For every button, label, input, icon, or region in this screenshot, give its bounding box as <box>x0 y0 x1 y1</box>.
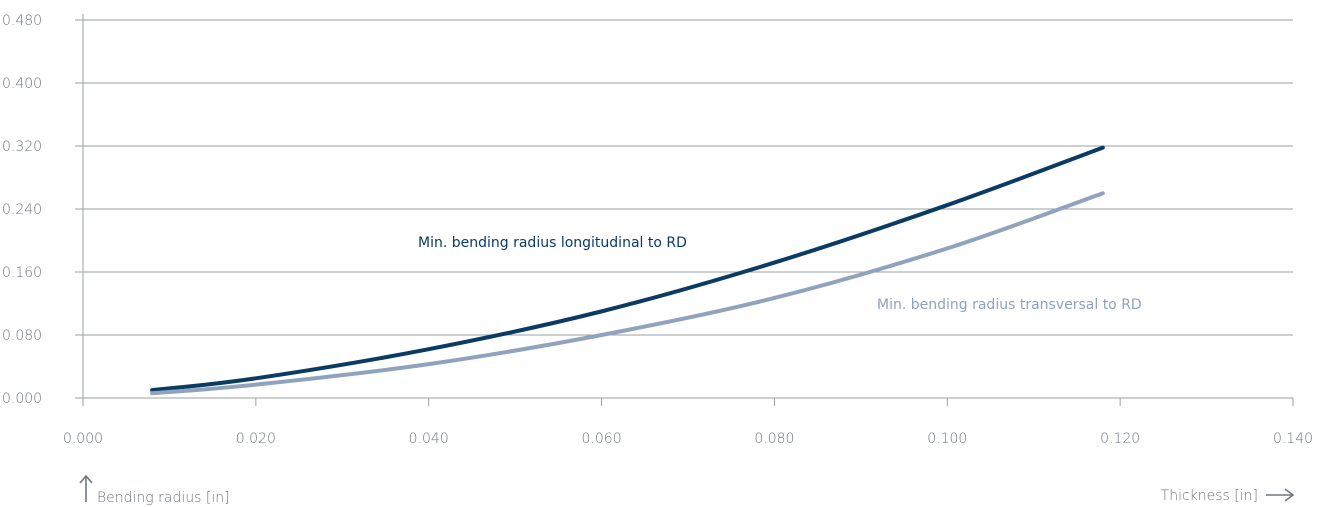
series-line-transversal <box>150 191 1105 396</box>
y-tick-label: 0.080 <box>2 328 42 344</box>
x-tick-label: 0.080 <box>754 431 794 447</box>
x-tick-label: 0.140 <box>1273 431 1313 447</box>
right-arrow-head-icon <box>1284 488 1295 502</box>
series-label-longitudinal: Min. bending radius longitudinal to RD <box>418 235 687 251</box>
up-arrow-head-icon <box>79 474 93 484</box>
y-tick-label: 0.400 <box>2 76 42 92</box>
grid-lines <box>75 19 1294 406</box>
y-tick-label: 0.240 <box>2 202 42 218</box>
x-tick-label: 0.060 <box>582 431 622 447</box>
y-axis-label: Bending radius [in] <box>97 490 230 506</box>
axes <box>75 14 1293 406</box>
x-tick-labels: 0.000 0.020 0.040 0.060 0.080 0.100 0.120 0.140 <box>63 431 1313 447</box>
x-tick-label: 0.000 <box>63 431 103 447</box>
y-tick-label: 0.320 <box>2 139 42 155</box>
y-tick-label: 0.480 <box>2 13 42 29</box>
series-label-transversal: Min. bending radius transversal to RD <box>877 297 1142 313</box>
x-axis-caption: Thickness [in] <box>1161 488 1295 504</box>
y-tick-label: 0.160 <box>2 265 42 281</box>
y-tick-label: 0.000 <box>2 391 42 407</box>
x-tick-label: 0.040 <box>409 431 449 447</box>
y-axis-caption: Bending radius [in] <box>79 474 230 506</box>
y-tick-labels: 0.000 0.080 0.160 0.240 0.320 0.400 0.480 <box>2 13 42 407</box>
series-lines <box>150 145 1105 396</box>
series-line-longitudinal <box>150 145 1105 393</box>
x-tick-label: 0.020 <box>236 431 276 447</box>
x-tick-label: 0.100 <box>927 431 967 447</box>
x-tick-label: 0.120 <box>1100 431 1140 447</box>
series-labels: Min. bending radius longitudinal to RD M… <box>418 235 1142 313</box>
x-axis-label: Thickness [in] <box>1161 488 1258 504</box>
